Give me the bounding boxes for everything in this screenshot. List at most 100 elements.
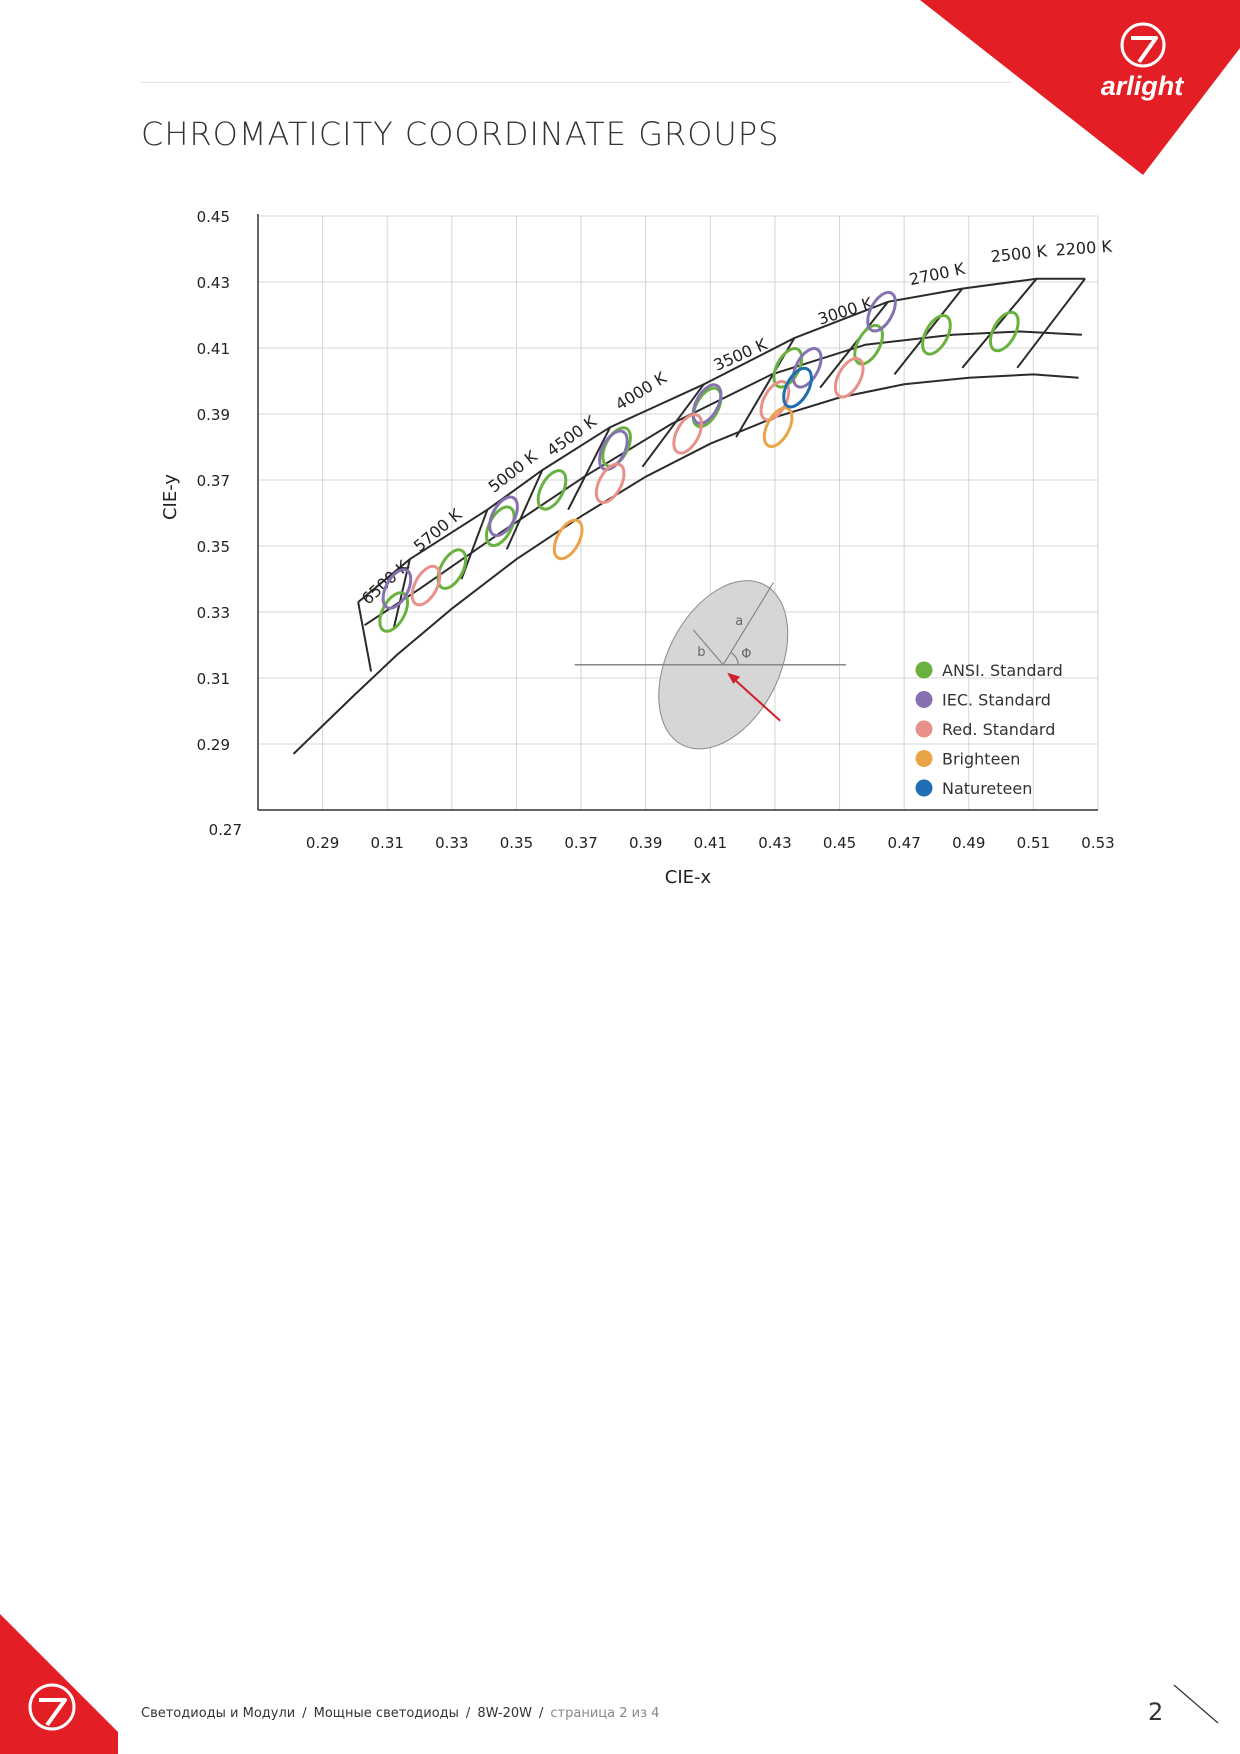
arlight-logo-icon xyxy=(28,1683,76,1731)
planckian-locus xyxy=(292,373,1079,755)
ellipse-diagram: a b Φ xyxy=(574,580,846,750)
cct-divider xyxy=(1016,278,1086,369)
y-tick-label: 0.43 xyxy=(197,274,230,292)
label-a: a xyxy=(735,614,743,629)
cct-label: 5700 K xyxy=(410,505,466,556)
x-tick-label: 0.49 xyxy=(952,834,985,852)
cct-lower-boundary xyxy=(364,330,1082,627)
y-tick-label: 0.39 xyxy=(197,406,230,424)
legend-swatch xyxy=(915,779,933,797)
footer-breadcrumb: Светодиоды и Модули / Мощные светодиоды / 8W… xyxy=(141,1706,659,1721)
page-number: 2 xyxy=(1148,1698,1164,1726)
cct-divider xyxy=(641,383,705,468)
cct-upper-boundary xyxy=(357,277,1086,603)
chart-legend: ANSI. Standard IEC. Standard Red. Standard… xyxy=(915,661,1063,798)
chart-marks xyxy=(378,290,1020,633)
pointer-arrow-head xyxy=(727,672,741,684)
ellipse-mark xyxy=(833,356,865,399)
cct-label: 3500 K xyxy=(711,334,771,374)
y-tick-label: 0.29 xyxy=(197,736,230,754)
ellipse-mark xyxy=(791,347,823,389)
y-tick-label: 0.27 xyxy=(209,821,242,839)
cct-divider xyxy=(567,426,612,511)
y-axis-label: CIE-y xyxy=(160,474,181,520)
x-tick-label: 0.39 xyxy=(629,834,662,852)
page-title: CHROMATICITY COORDINATE GROUPS xyxy=(141,115,780,153)
label-phi: Φ xyxy=(741,647,751,662)
ellipse-mark xyxy=(853,323,884,366)
cct-divider xyxy=(819,301,889,389)
x-tick-label: 0.37 xyxy=(564,834,597,852)
y-tick-label: 0.37 xyxy=(197,472,230,490)
cct-label: 4500 K xyxy=(543,411,600,460)
breadcrumb-separator: / xyxy=(302,1706,307,1721)
x-tick-label: 0.43 xyxy=(758,834,791,852)
axis-a-line xyxy=(722,582,774,666)
page-info: страница 2 из 4 xyxy=(550,1706,660,1721)
x-tick-label: 0.29 xyxy=(306,834,339,852)
ellipse-mark xyxy=(410,564,442,607)
brand-corner: arlight xyxy=(920,0,1240,175)
ellipse-mark xyxy=(762,406,794,448)
angle-arc xyxy=(730,652,739,665)
ellipse-mark xyxy=(436,548,468,590)
x-tick-label: 0.53 xyxy=(1081,834,1114,852)
ellipse-mark xyxy=(772,347,804,389)
legend-label: Red. Standard xyxy=(942,720,1055,739)
ellipse-mark xyxy=(988,310,1020,353)
ellipse-mark xyxy=(759,380,791,422)
legend-label: ANSI. Standard xyxy=(942,661,1063,680)
ellipse-mark xyxy=(672,413,704,455)
y-tick-label: 0.31 xyxy=(197,670,230,688)
ellipse-mark xyxy=(536,469,568,511)
cct-divider xyxy=(505,469,544,550)
top-rule xyxy=(141,82,1011,83)
y-tick-label: 0.33 xyxy=(197,604,230,622)
page-corner-line xyxy=(1173,1684,1219,1724)
ellipse-mark xyxy=(691,383,723,425)
ellipse-mark xyxy=(921,314,952,356)
legend-label: Natureteen xyxy=(942,779,1032,798)
legend-swatch xyxy=(915,661,933,679)
breadcrumb-separator: / xyxy=(539,1706,544,1721)
legend-label: IEC. Standard xyxy=(942,691,1051,710)
x-tick-label: 0.31 xyxy=(371,834,404,852)
y-tick-label: 0.35 xyxy=(197,538,230,556)
breadcrumb-item[interactable]: 8W-20W xyxy=(477,1706,532,1721)
ellipse-mark xyxy=(598,429,629,472)
x-axis-label: CIE-x xyxy=(665,867,712,888)
x-tick-label: 0.51 xyxy=(1017,834,1050,852)
legend-swatch xyxy=(915,720,933,738)
x-tick-label: 0.33 xyxy=(435,834,468,852)
breadcrumb-item[interactable]: Мощные светодиоды xyxy=(313,1706,459,1721)
cct-label: 5000 K xyxy=(485,446,541,496)
cct-divider xyxy=(893,287,964,376)
x-tick-label: 0.35 xyxy=(500,834,533,852)
label-b: b xyxy=(697,645,705,660)
ellipse-mark xyxy=(552,518,584,561)
ellipse-mark xyxy=(488,495,519,538)
legend-swatch xyxy=(915,691,933,708)
chromaticity-chart: 0.29 0.31 0.33 0.35 0.37 0.39 0.41 0.43 0.45 0.47… xyxy=(160,208,1115,888)
y-tick-label: 0.41 xyxy=(197,340,230,358)
chart-axes xyxy=(257,214,1098,811)
x-tick-label: 0.47 xyxy=(887,834,920,852)
y-tick-label: 0.45 xyxy=(197,208,230,226)
cct-label: 2700 K xyxy=(907,259,967,289)
legend-swatch xyxy=(915,750,933,767)
breadcrumb-item[interactable]: Светодиоды и Модули xyxy=(141,1706,296,1721)
cct-label: 2500 K xyxy=(990,241,1048,266)
pointer-arrow-line xyxy=(728,674,781,722)
axis-b-line xyxy=(692,629,724,666)
breadcrumb-separator: / xyxy=(465,1706,471,1721)
ellipse-mark xyxy=(381,568,413,610)
x-tick-label: 0.45 xyxy=(823,834,856,852)
logo-text: arlight xyxy=(1101,71,1185,101)
chart-ticks: 0.29 0.31 0.33 0.35 0.37 0.39 0.41 0.43 0.45 0.47… xyxy=(197,208,1115,852)
brand-corner-bottom xyxy=(0,1614,118,1754)
ellipse-mark xyxy=(594,462,626,505)
ellipse-mark xyxy=(782,366,813,409)
cct-divider xyxy=(961,278,1038,369)
arlight-logo-icon xyxy=(1120,22,1166,68)
cct-label: 4000 K xyxy=(612,368,670,414)
